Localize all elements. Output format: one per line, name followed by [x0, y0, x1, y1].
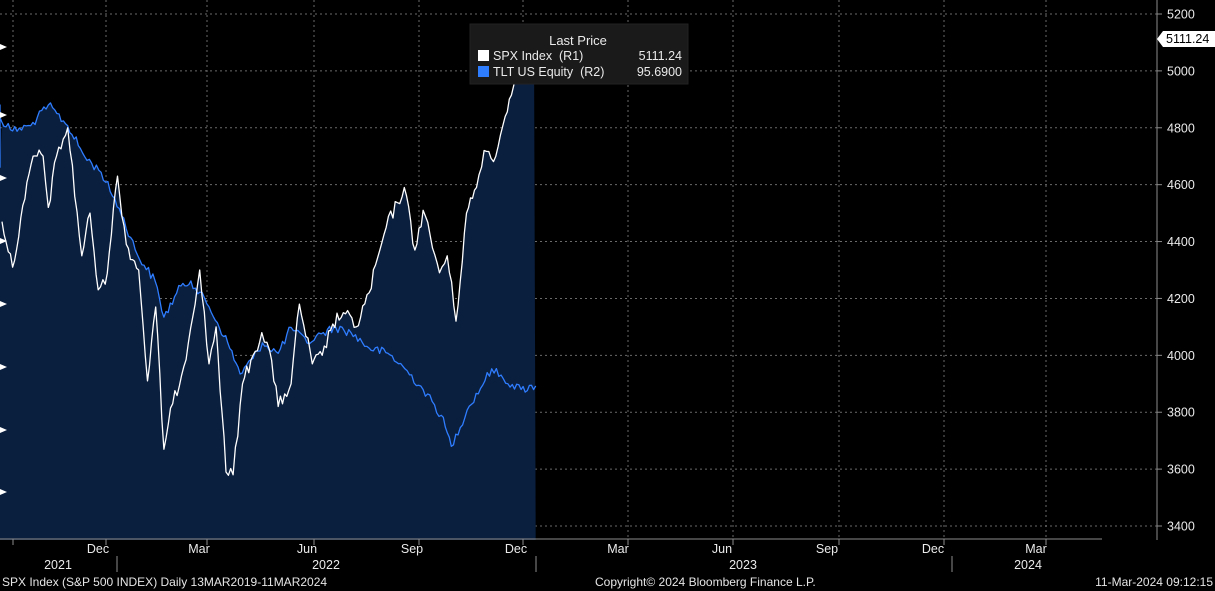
x-tick-label: Mar	[188, 542, 210, 556]
legend: Last Price SPX Index (R1) 5111.24 TLT US…	[469, 23, 689, 85]
series-lines	[0, 36, 537, 476]
left-axis-marker	[0, 364, 7, 370]
y-tick-label: 5000	[1167, 64, 1195, 78]
x-tick-label: Sep	[401, 542, 423, 556]
y-tick-label: 4000	[1167, 349, 1195, 363]
x-year-label: 2022	[312, 558, 340, 572]
area-fill	[0, 36, 536, 541]
legend-value-tlt: 95.6900	[637, 65, 682, 79]
x-year-label: 2023	[729, 558, 757, 572]
last-value-tag: 5111.24	[1157, 31, 1215, 47]
x-year-label: 2021	[44, 558, 72, 572]
y-tick-label: 3600	[1167, 463, 1195, 477]
y-tick-label: 4200	[1167, 292, 1195, 306]
legend-label-tlt: TLT US Equity (R2)	[493, 65, 604, 79]
x-year-label: 2024	[1014, 558, 1042, 572]
y-tick-label: 5200	[1167, 8, 1195, 22]
y-tick-label: 4400	[1167, 235, 1195, 249]
x-tick-label: Jun	[297, 542, 317, 556]
left-axis-marker	[0, 489, 7, 495]
legend-swatch-spx	[478, 50, 489, 61]
legend-box	[469, 23, 689, 85]
legend-value-spx: 5111.24	[639, 49, 682, 63]
left-axis-marker	[0, 44, 7, 50]
x-tick-label: Jun	[712, 542, 732, 556]
legend-label-spx: SPX Index (R1)	[493, 49, 583, 63]
footer-copyright: Copyright© 2024 Bloomberg Finance L.P.	[595, 575, 816, 589]
x-tick-label: Dec	[922, 542, 944, 556]
y-tick-label: 3400	[1167, 520, 1195, 534]
legend-title: Last Price	[549, 33, 607, 48]
last-value-label: 5111.24	[1166, 32, 1209, 46]
x-tick-label: Dec	[87, 542, 109, 556]
x-tick-label: Mar	[1025, 542, 1047, 556]
x-tick-label: Sep	[816, 542, 838, 556]
left-axis-marker	[0, 112, 7, 118]
y-tick-label: 4600	[1167, 178, 1195, 192]
footer-security-info: SPX Index (S&P 500 INDEX) Daily 13MAR201…	[2, 575, 328, 589]
area-fill-path	[0, 36, 536, 541]
series-line-tlt	[0, 102, 537, 448]
left-axis-marker	[0, 175, 7, 181]
left-axis-marker	[0, 238, 7, 244]
x-tick-label: Mar	[607, 542, 629, 556]
legend-swatch-tlt	[478, 66, 489, 77]
footer-timestamp: 11-Mar-2024 09:12:15	[1095, 575, 1213, 589]
x-tick-label: Dec	[505, 542, 527, 556]
series-line-spx	[1, 36, 537, 476]
left-axis-marker	[0, 427, 7, 433]
last-value-box	[1157, 31, 1215, 47]
footer: SPX Index (S&P 500 INDEX) Daily 13MAR201…	[0, 573, 1215, 591]
y-tick-label: 3800	[1167, 406, 1195, 420]
axes: 3400 3600 3800 4000 4200 4400 4600 4800 5000 5200…	[0, 0, 1195, 572]
y-tick-label: 4800	[1167, 121, 1195, 135]
left-axis-marker	[0, 301, 7, 307]
